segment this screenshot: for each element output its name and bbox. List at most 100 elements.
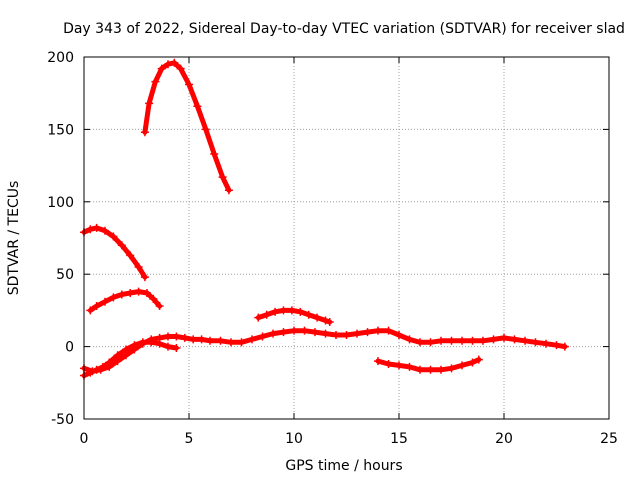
data-point (134, 262, 143, 271)
data-point (189, 335, 198, 344)
data-point (134, 287, 143, 296)
series-arc-1 (140, 58, 233, 195)
data-point (290, 326, 298, 335)
data-point (395, 361, 403, 370)
data-point (521, 336, 529, 345)
data-point (458, 336, 466, 345)
data-point (117, 290, 126, 299)
data-point (117, 241, 126, 250)
data-point (447, 336, 456, 345)
data-point (416, 338, 424, 347)
data-point (218, 173, 227, 182)
data-point (92, 302, 101, 311)
y-tick-label: 0 (65, 340, 74, 356)
chart-title: Day 343 of 2022, Sidereal Day-to-day VTE… (63, 21, 625, 37)
data-point (374, 357, 382, 366)
data-point (227, 338, 235, 347)
data-point (271, 307, 280, 316)
data-point (296, 307, 305, 316)
data-point (510, 335, 519, 344)
data-point (468, 336, 477, 345)
data-point (122, 345, 130, 354)
data-point (92, 365, 101, 374)
data-point (342, 331, 351, 340)
data-point (332, 331, 340, 340)
data-point (426, 365, 435, 374)
data-point (130, 341, 139, 350)
data-point (109, 293, 118, 302)
data-point (269, 329, 277, 338)
series-band (87, 289, 163, 313)
data-point (254, 313, 263, 322)
data-point (531, 338, 540, 347)
data-point (468, 358, 477, 367)
data-point (149, 294, 158, 303)
series-arc-7 (80, 338, 181, 380)
data-point (363, 328, 372, 337)
data-point (552, 341, 561, 350)
data-point (405, 335, 414, 344)
x-axis-label: GPS time / hours (285, 458, 402, 474)
data-point (416, 365, 424, 374)
data-point (206, 336, 214, 345)
data-point (489, 335, 498, 344)
data-point (248, 335, 256, 344)
x-tick-label: 15 (390, 431, 408, 447)
data-point (143, 289, 151, 298)
data-point (353, 329, 361, 338)
data-point (437, 365, 445, 374)
data-point (113, 351, 122, 360)
data-point (405, 362, 414, 371)
data-point (300, 326, 309, 335)
y-tick-label: 200 (47, 50, 74, 66)
series-arc-3 (86, 287, 164, 315)
grid (84, 57, 609, 419)
data-point (447, 364, 456, 373)
data-point (172, 344, 181, 353)
y-tick-label: 150 (47, 122, 74, 138)
data-point (258, 332, 267, 341)
data-point (262, 310, 271, 319)
data-point (474, 355, 483, 364)
data-point (176, 64, 185, 73)
x-tick-label: 0 (80, 431, 89, 447)
data-point (197, 335, 206, 344)
data-point (126, 289, 135, 298)
data-point (325, 317, 334, 326)
data-point (237, 338, 246, 347)
data-point (86, 306, 95, 315)
data-point (86, 368, 95, 377)
series-arc-5 (80, 326, 569, 376)
data-point (384, 359, 393, 368)
data-point (157, 64, 166, 73)
y-axis-label: SDTVAR / TECUs (6, 181, 22, 296)
data-point (164, 332, 172, 341)
data-point (126, 251, 135, 260)
data-point (101, 297, 109, 306)
plot-frame (83, 56, 610, 420)
data-point (101, 226, 109, 235)
x-tick-label: 20 (495, 431, 513, 447)
data-point (279, 328, 288, 337)
series-arc-2 (80, 223, 149, 282)
data-point (170, 58, 179, 67)
data-point (479, 336, 487, 345)
data-point (155, 302, 164, 311)
series-band (81, 225, 148, 280)
y-tick-label: -50 (51, 412, 74, 428)
data-point (140, 128, 149, 137)
tick-labels: 0 5 10 15 20 25 -50 0 50 100 150 200 (47, 50, 618, 447)
data-point (172, 332, 181, 341)
data-point (542, 339, 550, 348)
y-tick-label: 100 (47, 195, 74, 211)
data-point (210, 150, 219, 159)
data-point (321, 316, 330, 325)
data-point (105, 358, 114, 367)
data-point (374, 326, 382, 335)
data-point (279, 306, 288, 315)
data-point (155, 339, 164, 348)
x-tick-label: 10 (285, 431, 303, 447)
data-point (180, 333, 189, 342)
data-point (437, 336, 445, 345)
